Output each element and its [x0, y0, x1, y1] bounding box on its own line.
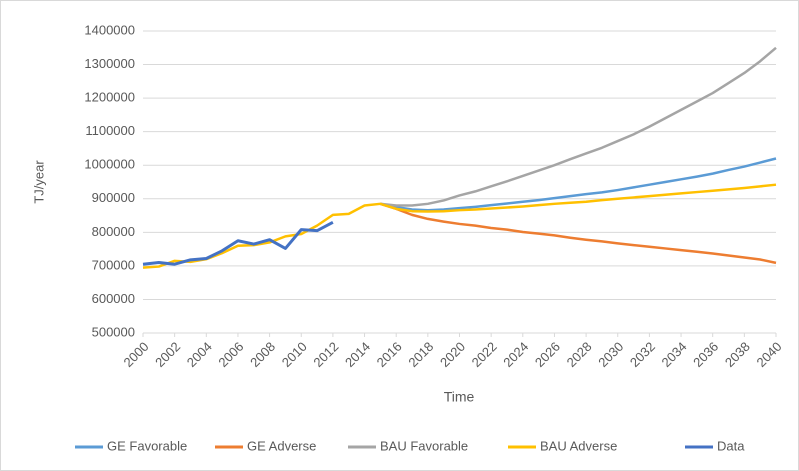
x-axis-title: Time — [444, 389, 475, 405]
y-axis-title: TJ/year — [31, 160, 46, 204]
series-line — [142, 220, 334, 266]
y-tick-label: 1300000 — [84, 56, 135, 71]
legend-label: Data — [717, 438, 745, 453]
y-tick-label: 500000 — [92, 324, 135, 339]
legend-label: GE Adverse — [247, 438, 316, 453]
series-line — [379, 202, 777, 265]
y-tick-label: 900000 — [92, 190, 135, 205]
series-line — [380, 157, 777, 212]
series-line — [380, 46, 777, 207]
y-tick-label: 700000 — [92, 257, 135, 272]
y-tick-label: 1400000 — [84, 22, 135, 37]
y-tick-label: 1100000 — [85, 123, 135, 138]
legend-label: BAU Adverse — [540, 438, 617, 453]
y-tick-label: 1200000 — [84, 90, 135, 105]
legend-label: BAU Favorable — [380, 438, 468, 453]
y-tick-label: 800000 — [92, 224, 135, 239]
y-tick-label: 1000000 — [84, 157, 135, 172]
series-line — [142, 183, 777, 269]
y-tick-label: 600000 — [92, 291, 135, 306]
legend-label: GE Favorable — [107, 438, 187, 453]
